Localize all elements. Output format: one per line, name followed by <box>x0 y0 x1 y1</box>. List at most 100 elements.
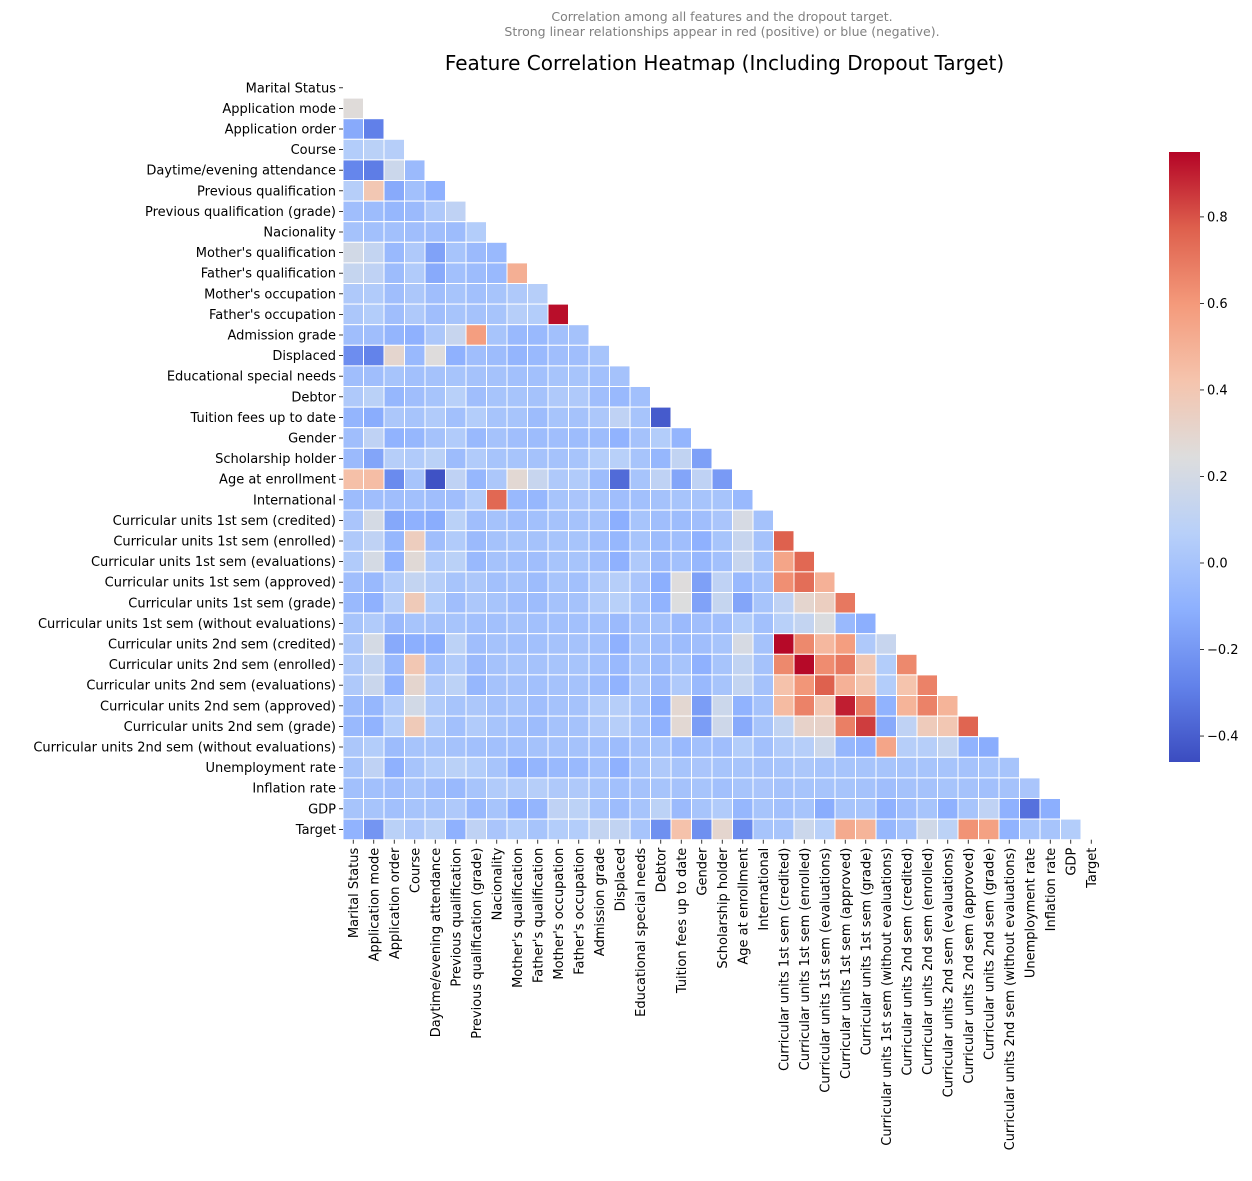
heatmap-cell <box>527 612 549 635</box>
heatmap-cell <box>383 530 405 552</box>
heatmap-cell <box>711 592 733 614</box>
heatmap-cell <box>752 756 774 779</box>
heatmap-cell <box>568 653 590 676</box>
heatmap-cell <box>506 468 528 490</box>
heatmap-cell <box>445 695 467 717</box>
heatmap-cells <box>342 97 1082 841</box>
heatmap-cell <box>691 695 713 717</box>
heatmap-cell <box>568 756 590 779</box>
heatmap-cell <box>445 530 467 552</box>
heatmap-cell <box>486 550 508 573</box>
heatmap-cell <box>998 818 1020 841</box>
heatmap-cell <box>486 386 508 408</box>
heatmap-cell <box>342 159 364 181</box>
heatmap-cell <box>650 736 672 758</box>
heatmap-cell <box>752 571 774 594</box>
heatmap-cell <box>342 612 364 635</box>
heatmap-cell <box>527 571 549 594</box>
heatmap-cell <box>465 530 487 552</box>
heatmap-cell <box>568 715 590 738</box>
heatmap-cell <box>486 468 508 490</box>
x-axis-tick-label: Curricular units 1st sem (without evalua… <box>880 848 895 1146</box>
heatmap-cell <box>793 571 815 594</box>
heatmap-cell <box>773 798 795 820</box>
heatmap-cell <box>568 818 590 841</box>
heatmap-cell <box>527 427 549 449</box>
x-axis-tick-label: Inflation rate <box>1044 848 1059 932</box>
heatmap-cell <box>383 138 405 161</box>
heatmap-cell <box>609 695 631 717</box>
heatmap-cell <box>711 674 733 697</box>
heatmap-cell <box>506 509 528 532</box>
heatmap-cell <box>629 653 651 676</box>
heatmap-cell <box>711 695 733 717</box>
heatmap-cell <box>711 798 733 820</box>
heatmap-cell <box>506 592 528 614</box>
heatmap-cell <box>342 489 364 511</box>
heatmap-cell <box>527 777 549 800</box>
heatmap-cell <box>547 303 569 326</box>
heatmap-cell <box>342 365 364 387</box>
heatmap-cell <box>670 550 692 573</box>
heatmap-cell <box>486 283 508 305</box>
heatmap-cell <box>486 406 508 429</box>
heatmap-cell <box>793 633 815 655</box>
heatmap-cell <box>445 550 467 573</box>
heatmap-cell <box>752 633 774 655</box>
heatmap-cell <box>629 633 651 655</box>
heatmap-cell <box>342 118 364 140</box>
heatmap-cell <box>691 818 713 841</box>
heatmap-cell <box>629 406 651 429</box>
heatmap-cell <box>486 303 508 326</box>
heatmap-cell <box>383 283 405 305</box>
heatmap-cell <box>465 447 487 470</box>
heatmap-cell <box>711 736 733 758</box>
x-axis-tick-label: Mother's qualification <box>511 848 526 988</box>
heatmap-cell <box>506 550 528 573</box>
heatmap-cell <box>773 550 795 573</box>
heatmap-cell <box>527 344 549 367</box>
heatmap-cell <box>588 571 610 594</box>
heatmap-cell <box>855 777 877 800</box>
heatmap-cell <box>342 695 364 717</box>
heatmap-cell <box>547 427 569 449</box>
heatmap-cell <box>527 303 549 326</box>
heatmap-cell <box>527 509 549 532</box>
heatmap-cell <box>363 447 385 470</box>
heatmap-cell <box>568 530 590 552</box>
heatmap-cell <box>404 509 426 532</box>
heatmap-cell <box>896 777 918 800</box>
x-axis-tick-label: Curricular units 1st sem (evaluations) <box>818 848 833 1093</box>
heatmap-cell <box>383 756 405 779</box>
heatmap-cell <box>506 798 528 820</box>
heatmap-cell <box>486 633 508 655</box>
heatmap-cell <box>978 777 1000 800</box>
heatmap-cell <box>793 550 815 573</box>
heatmap-cell <box>691 674 713 697</box>
heatmap-cell <box>793 715 815 738</box>
heatmap-cell <box>404 221 426 243</box>
heatmap-cell <box>937 798 959 820</box>
heatmap-cell <box>609 592 631 614</box>
heatmap-cell <box>486 365 508 387</box>
heatmap-cell <box>670 612 692 635</box>
heatmap-cell <box>383 365 405 387</box>
heatmap-cell <box>506 674 528 697</box>
x-axis-tick-label: Mother's occupation <box>552 848 567 980</box>
heatmap-cell <box>609 386 631 408</box>
heatmap-cell <box>588 633 610 655</box>
heatmap-cell <box>547 344 569 367</box>
heatmap-cell <box>404 159 426 181</box>
heatmap-cell <box>855 653 877 676</box>
heatmap-cell <box>711 612 733 635</box>
heatmap-cell <box>527 756 549 779</box>
heatmap-cell <box>465 550 487 573</box>
heatmap-cell <box>547 468 569 490</box>
heatmap-cell <box>404 818 426 841</box>
y-axis-tick-label: Admission grade <box>228 329 337 344</box>
heatmap-cell <box>588 550 610 573</box>
heatmap-cell <box>383 406 405 429</box>
heatmap-cell <box>588 798 610 820</box>
heatmap-cell <box>424 715 446 738</box>
heatmap-cell <box>424 283 446 305</box>
